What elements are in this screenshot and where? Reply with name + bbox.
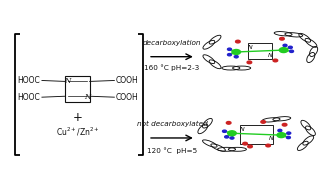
- Text: N: N: [240, 127, 245, 132]
- Text: N: N: [268, 136, 273, 141]
- Circle shape: [225, 136, 229, 138]
- Text: decarboxylation: decarboxylation: [143, 40, 201, 46]
- Text: N: N: [84, 93, 90, 101]
- Circle shape: [261, 121, 266, 123]
- Circle shape: [226, 122, 231, 124]
- Text: N: N: [64, 77, 70, 85]
- Text: not decarboxylated: not decarboxylated: [137, 121, 207, 127]
- Circle shape: [247, 61, 252, 64]
- Circle shape: [243, 142, 247, 145]
- Circle shape: [222, 130, 226, 132]
- Text: Cu$^{2+}$/Zn$^{2+}$: Cu$^{2+}$/Zn$^{2+}$: [56, 125, 99, 138]
- Circle shape: [232, 50, 240, 54]
- Text: COOH: COOH: [116, 76, 139, 85]
- Text: N: N: [267, 53, 272, 57]
- Circle shape: [236, 40, 240, 43]
- Circle shape: [273, 59, 278, 62]
- Circle shape: [279, 48, 288, 53]
- Text: +: +: [72, 111, 82, 124]
- Circle shape: [266, 144, 270, 147]
- Circle shape: [228, 48, 232, 50]
- Circle shape: [277, 133, 286, 138]
- Text: COOH: COOH: [116, 93, 139, 102]
- Circle shape: [248, 145, 252, 148]
- Circle shape: [287, 136, 291, 139]
- Circle shape: [283, 44, 287, 46]
- Circle shape: [228, 53, 232, 56]
- Circle shape: [282, 123, 287, 126]
- Circle shape: [280, 37, 284, 40]
- Circle shape: [278, 129, 282, 132]
- Text: 120 °C  pH=5: 120 °C pH=5: [147, 147, 197, 154]
- Circle shape: [230, 137, 234, 139]
- Text: 160 °C pH=2-3: 160 °C pH=2-3: [144, 65, 199, 71]
- Text: HOOC: HOOC: [17, 93, 40, 102]
- Circle shape: [228, 131, 236, 136]
- Circle shape: [234, 56, 238, 58]
- Circle shape: [290, 50, 293, 52]
- Text: HOOC: HOOC: [17, 76, 40, 85]
- Text: N: N: [247, 45, 252, 50]
- Circle shape: [287, 132, 291, 134]
- Circle shape: [288, 46, 292, 49]
